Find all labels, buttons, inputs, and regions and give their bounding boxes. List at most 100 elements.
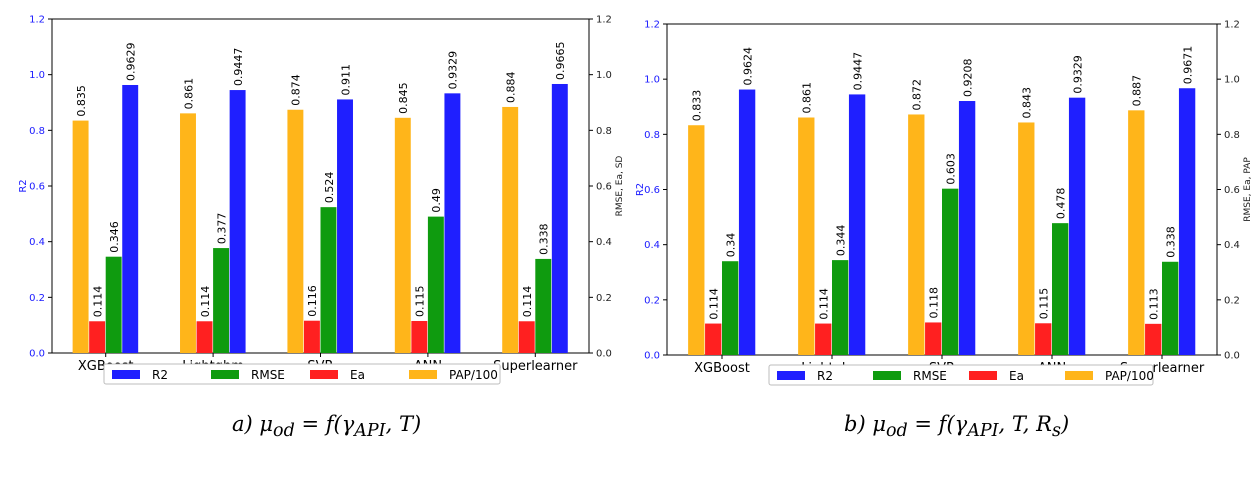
- bar-rmse: [942, 188, 959, 355]
- bar-ea: [303, 320, 320, 353]
- data-label: 0.346: [108, 221, 121, 253]
- legend-swatch-pap-100: [409, 370, 437, 379]
- bar-ea: [518, 321, 535, 353]
- y-tick-label: 1.0: [29, 70, 45, 81]
- legend-swatch-rmse: [211, 370, 239, 379]
- legend-swatch-ea: [310, 370, 338, 379]
- data-label: 0.114: [708, 288, 721, 320]
- y-tick-label: 0.2: [644, 295, 660, 306]
- bar-r2: [444, 93, 461, 353]
- legend-label: PAP/100: [1105, 369, 1154, 383]
- legend-label: Ea: [1009, 369, 1024, 383]
- data-label: 0.49: [430, 188, 443, 213]
- bar-r2: [337, 99, 353, 354]
- legend-label: Ea: [350, 368, 365, 382]
- y-tick-label: 0.4: [29, 237, 45, 248]
- legend: R2 RMSE Ea PAP/100: [103, 363, 501, 385]
- y2-axis-label: RMSE, Ea, SD: [615, 156, 625, 217]
- data-label: 0.524: [323, 172, 336, 204]
- data-label: 0.845: [397, 82, 410, 114]
- bar-rmse: [105, 256, 122, 353]
- bar-ea: [705, 323, 722, 355]
- data-label: 0.9665: [554, 41, 567, 80]
- bar-r2: [229, 90, 246, 353]
- data-label: 0.9329: [447, 51, 460, 90]
- data-label: 0.9329: [1071, 55, 1084, 94]
- bar-r2: [122, 84, 139, 354]
- bar-r2: [551, 83, 568, 353]
- data-label: 0.833: [691, 90, 704, 122]
- data-label: 0.861: [801, 82, 814, 114]
- y2-tick-label: 0.4: [1224, 240, 1240, 251]
- data-label: 0.843: [1021, 87, 1034, 119]
- data-label: 0.377: [215, 213, 228, 245]
- bar-pap-100: [798, 117, 815, 355]
- chart-b: 0.0 0.0 0.2 0.2 0.4 0.4 0.6 0.6 0.8 0.8 1.0 1.0 1.2 1…: [635, 20, 1253, 386]
- x-tick-label: Superlearner: [493, 359, 578, 374]
- data-label: 0.9671: [1181, 46, 1194, 85]
- y2-tick-label: 0.8: [596, 126, 612, 137]
- y2-tick-label: 0.0: [1224, 351, 1240, 362]
- data-label: 0.118: [928, 287, 941, 319]
- y2-tick-label: 1.0: [596, 70, 612, 81]
- bar-r2: [738, 89, 756, 356]
- bar-pap-100: [688, 125, 705, 355]
- bar-ea: [196, 321, 213, 353]
- bar-rmse: [427, 216, 444, 353]
- y-tick-label: 0.8: [644, 130, 660, 141]
- bar-pap-100: [1018, 122, 1035, 355]
- bar-pap-100: [908, 114, 925, 356]
- bar-rmse: [832, 260, 849, 355]
- y2-tick-label: 1.2: [596, 15, 612, 26]
- y2-tick-label: 0.4: [596, 237, 612, 248]
- y2-tick-label: 0.0: [596, 349, 612, 360]
- legend-label: RMSE: [913, 369, 947, 383]
- data-label: 0.835: [75, 85, 88, 117]
- y-tick-label: 1.2: [29, 15, 45, 26]
- caption-b-formula: μod = f(γAPI, T, Rs): [872, 412, 1070, 442]
- data-label: 0.9624: [741, 47, 754, 86]
- caption-b: b) μod = f(γAPI, T, Rs): [844, 412, 1070, 442]
- data-label: 0.115: [1038, 288, 1051, 320]
- bar-rmse: [1162, 261, 1179, 355]
- data-label: 0.115: [414, 285, 427, 317]
- y2-tick-label: 0.6: [1224, 185, 1240, 196]
- bar-pap-100: [72, 120, 89, 353]
- y-tick-label: 0.6: [29, 182, 45, 193]
- bar-ea: [925, 322, 942, 355]
- legend-swatch-ea: [969, 371, 997, 380]
- y2-tick-label: 0.2: [1224, 295, 1240, 306]
- y-tick-label: 0.4: [644, 240, 660, 251]
- caption-a-formula: μod = f(γAPI, T): [259, 412, 422, 442]
- y2-tick-label: 0.8: [1224, 130, 1240, 141]
- bar-pap-100: [502, 106, 519, 353]
- y-tick-label: 1.0: [644, 75, 660, 86]
- y2-tick-label: 1.2: [1224, 20, 1240, 31]
- y-tick-label: 0.6: [644, 185, 660, 196]
- legend-swatch-rmse: [873, 371, 901, 380]
- bar-r2: [958, 101, 976, 355]
- bar-rmse: [1052, 223, 1069, 355]
- data-label: 0.911: [339, 64, 352, 96]
- x-tick-label: XGBoost: [694, 361, 750, 376]
- data-label: 0.9447: [232, 48, 245, 87]
- data-label: 0.338: [538, 223, 551, 255]
- y2-tick-label: 0.2: [596, 293, 612, 304]
- y2-axis-label: RMSE, Ea, PAP: [1243, 157, 1253, 222]
- y-tick-label: 0.0: [29, 349, 45, 360]
- bar-pap-100: [180, 113, 196, 353]
- bar-rmse: [320, 207, 337, 353]
- bar-pap-100: [1128, 110, 1145, 355]
- bar-ea: [1035, 323, 1052, 355]
- data-label: 0.478: [1054, 188, 1067, 220]
- y-axis-label: R2: [635, 183, 646, 196]
- bar-ea: [89, 321, 106, 353]
- legend-swatch-r2: [777, 371, 805, 380]
- bar-ea: [1145, 323, 1162, 355]
- data-label: 0.338: [1164, 226, 1177, 258]
- bar-r2: [1178, 88, 1196, 356]
- data-label: 0.9629: [125, 42, 138, 81]
- y2-tick-label: 1.0: [1224, 75, 1240, 86]
- bar-pap-100: [287, 109, 304, 353]
